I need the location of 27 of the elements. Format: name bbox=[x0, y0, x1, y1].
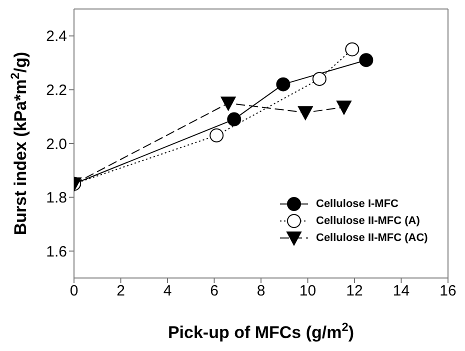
x-tick-label: 14 bbox=[392, 282, 410, 300]
x-tick-label: 2 bbox=[116, 282, 125, 300]
y-tick-label: 1.8 bbox=[46, 190, 67, 207]
legend-label: Cellulose II-MFC (AC) bbox=[316, 232, 428, 244]
legend-label: Cellulose I-MFC bbox=[316, 198, 399, 210]
x-tick-label: 0 bbox=[70, 282, 78, 300]
point bbox=[336, 100, 352, 115]
point bbox=[345, 42, 360, 56]
x-tick-label: 4 bbox=[163, 282, 172, 300]
x-axis-title: Pick-up of MFCs (g/m$^{2}$) bbox=[168, 320, 354, 342]
y-tick-label: 1.6 bbox=[46, 243, 67, 260]
point bbox=[312, 72, 326, 86]
point bbox=[298, 106, 313, 120]
point bbox=[210, 128, 224, 142]
point bbox=[220, 96, 236, 111]
legend-label: Cellulose II-MFC (A) bbox=[316, 214, 420, 226]
x-tick-label: 16 bbox=[440, 282, 456, 300]
y-tick-label: 2.2 bbox=[46, 82, 67, 100]
x-tick-label: 12 bbox=[346, 282, 363, 300]
x-tick-label: 10 bbox=[299, 282, 316, 300]
point bbox=[276, 77, 290, 92]
y-tick-label: 2.0 bbox=[46, 136, 67, 153]
x-tick-label: 6 bbox=[210, 282, 218, 300]
y-tick-label: 2.4 bbox=[46, 28, 67, 46]
x-tick-label: 8 bbox=[256, 282, 266, 300]
point bbox=[227, 112, 242, 126]
point bbox=[359, 53, 374, 68]
